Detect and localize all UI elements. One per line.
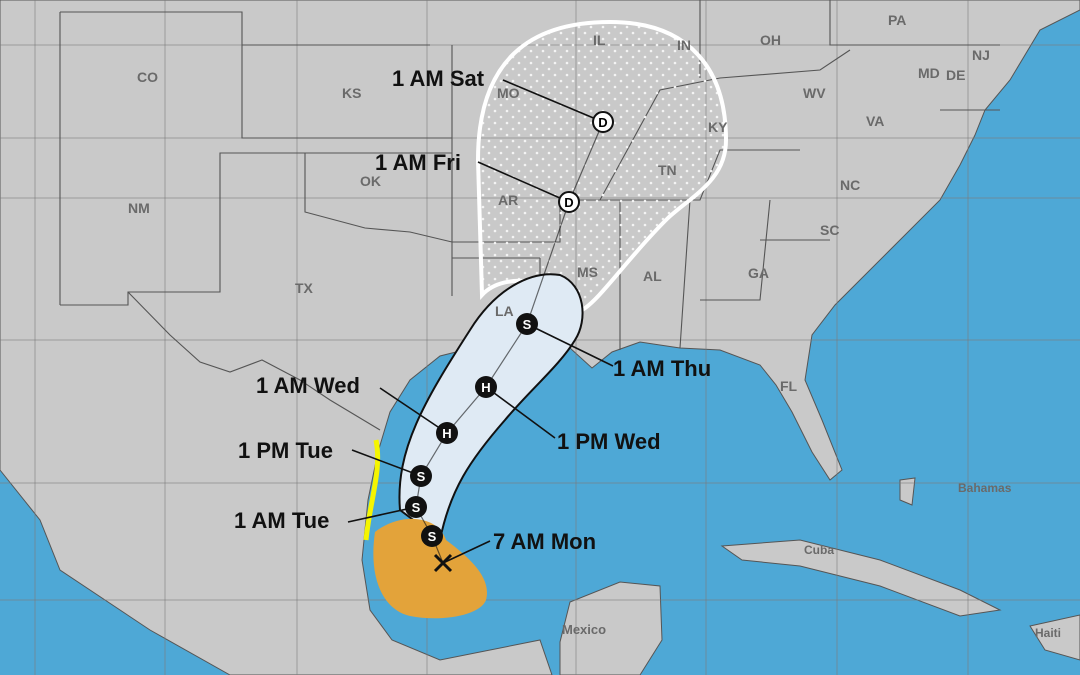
tropical-storm-icon: S [421, 525, 443, 547]
forecast-time-labels: 7 AM Mon 1 AM Tue 1 PM Tue 1 AM Wed 1 PM… [234, 66, 711, 554]
state-label: NJ [972, 47, 990, 63]
depression-icon: D [592, 111, 614, 133]
current-position-x-icon [433, 553, 453, 573]
place-label: Mexico [562, 622, 606, 637]
time-label-7am-mon: 7 AM Mon [493, 529, 596, 554]
svg-text:H: H [481, 380, 490, 395]
cuba [720, 539, 1002, 617]
state-label: MO [497, 85, 520, 101]
tropical-storm-icon: S [405, 496, 427, 518]
depression-icon: D [558, 191, 580, 213]
forecast-markers: S S S H H S D D [405, 111, 614, 573]
svg-text:H: H [442, 426, 451, 441]
state-label: VA [866, 113, 884, 129]
time-label-1am-sat: 1 AM Sat [392, 66, 485, 91]
state-label: PA [888, 12, 906, 28]
time-label-1am-wed: 1 AM Wed [256, 373, 360, 398]
state-label: KS [342, 85, 361, 101]
state-label: OK [360, 173, 381, 189]
potential-track-area-day-1-3 [398, 273, 584, 542]
state-label: NC [840, 177, 860, 193]
state-label: DE [946, 67, 965, 83]
state-label: OH [760, 32, 781, 48]
tropical-storm-icon: S [516, 313, 538, 335]
state-label: KY [708, 119, 728, 135]
hurricane-icon: H [475, 376, 497, 398]
state-label: AR [498, 192, 518, 208]
svg-text:S: S [412, 500, 421, 515]
state-labels: CO KS MO IL IN OH PA NJ MD DE WV VA KY O… [128, 12, 1061, 640]
leader-lines [347, 79, 614, 564]
tropical-storm-warning-coastline [363, 439, 381, 541]
state-label: AL [643, 268, 662, 284]
place-label: Haiti [1035, 626, 1061, 640]
bahamas [899, 477, 916, 506]
state-label: TX [295, 280, 314, 296]
state-label: NM [128, 200, 150, 216]
state-label: MD [918, 65, 940, 81]
yucatan [559, 581, 663, 675]
state-label: MS [577, 264, 598, 280]
state-label: IN [677, 37, 691, 53]
tropical-storm-icon: S [410, 465, 432, 487]
state-label: GA [748, 265, 769, 281]
time-label-1am-tue: 1 AM Tue [234, 508, 329, 533]
time-label-1am-fri: 1 AM Fri [375, 150, 461, 175]
svg-text:D: D [598, 115, 607, 130]
svg-text:D: D [564, 195, 573, 210]
state-label: IL [593, 32, 606, 48]
hispaniola [1029, 614, 1080, 661]
time-label-1pm-wed: 1 PM Wed [557, 429, 661, 454]
state-label: FL [780, 378, 798, 394]
state-label: LA [495, 303, 514, 319]
time-label-1pm-tue: 1 PM Tue [238, 438, 333, 463]
place-label: Bahamas [958, 481, 1012, 495]
state-label: CO [137, 69, 158, 85]
state-label: SC [820, 222, 839, 238]
hurricane-icon: H [436, 422, 458, 444]
time-label-1am-thu: 1 AM Thu [613, 356, 711, 381]
state-label: WV [803, 85, 826, 101]
svg-text:S: S [523, 317, 532, 332]
state-label: TN [658, 162, 677, 178]
tropical-storm-wind-area [373, 518, 487, 619]
place-label: Cuba [804, 543, 834, 557]
svg-text:S: S [428, 529, 437, 544]
svg-text:S: S [417, 469, 426, 484]
